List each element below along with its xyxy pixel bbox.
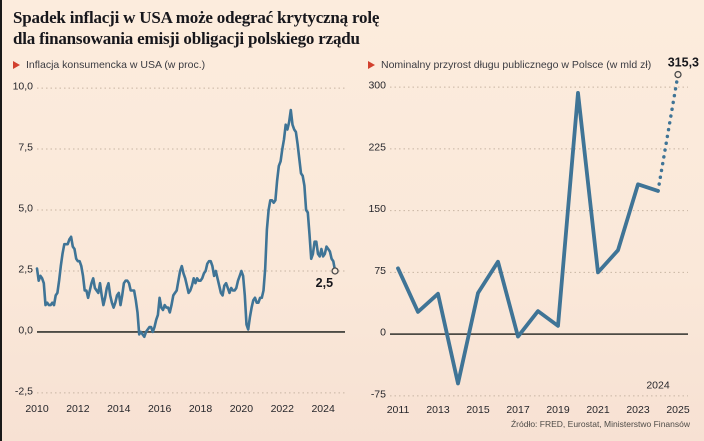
y-tick-label: 0,0: [18, 324, 33, 336]
x-tick-label: 2021: [586, 404, 610, 416]
legend-marker-icon: [368, 61, 375, 69]
legend-us-inflation-label: Inflacja konsumencka w USA (w proc.): [26, 59, 206, 71]
x-tick-label: 2016: [148, 403, 172, 415]
x-tick-label: 2015: [466, 404, 490, 416]
x-tick-label: 2022: [271, 403, 295, 415]
y-tick-label: 5,0: [18, 203, 33, 215]
page-title-line2: dla finansowania emisji obligacji polski…: [13, 29, 360, 48]
page-title: Spadek inflacji w USA może odegrać kryty…: [13, 7, 379, 49]
legend-marker-icon: [13, 61, 20, 69]
x-tick-label: 2014: [107, 403, 131, 415]
legend-poland-debt-label: Nominalny przyrost długu publicznego w P…: [381, 59, 652, 71]
end-value-label: 2,5: [316, 276, 333, 290]
year-annotation: 2024: [646, 379, 670, 391]
x-tick-label: 2018: [189, 403, 213, 415]
x-tick-label: 2024: [311, 403, 335, 415]
y-tick-label: -75: [371, 388, 386, 400]
y-tick-label: 10,0: [13, 81, 34, 93]
x-tick-label: 2010: [25, 403, 49, 415]
end-point-marker: [674, 70, 682, 79]
y-tick-label: 2,5: [18, 263, 33, 275]
x-tick-label: 2025: [666, 404, 690, 416]
projection-line: [656, 72, 680, 193]
x-tick-label: 2023: [626, 404, 650, 416]
page-title-line1: Spadek inflacji w USA może odegrać kryty…: [13, 8, 380, 27]
source-note: Źródło: FRED, Eurostat, Ministerstwo Fin…: [510, 419, 690, 429]
legend-poland-debt: Nominalny przyrost długu publicznego w P…: [368, 59, 651, 71]
y-tick-label: 150: [368, 203, 386, 215]
x-tick-label: 2019: [546, 404, 570, 416]
us-inflation-chart: 10,0 7,5 5,0 2,5 0,0 -2,5 2010 2012 2014 2016 2018…: [13, 81, 345, 415]
x-tick-label: 2012: [66, 403, 90, 415]
y-tick-label: 7,5: [18, 142, 33, 154]
y-tick-label: -2,5: [15, 385, 33, 397]
end-point-marker: [331, 267, 339, 275]
data-line: [396, 91, 660, 386]
x-tick-label: 2020: [230, 403, 254, 415]
end-value-label: 315,3: [668, 56, 699, 70]
y-tick-label: 300: [368, 80, 386, 92]
data-line: [35, 108, 337, 339]
x-tick-label: 2013: [426, 404, 450, 416]
left-accent-bar: [0, 0, 2, 441]
y-tick-label: 0: [380, 327, 386, 339]
legend-us-inflation: Inflacja konsumencka w USA (w proc.): [13, 59, 205, 71]
x-tick-label: 2017: [506, 404, 530, 416]
y-tick-label: 225: [368, 141, 386, 153]
x-tick-label: 2011: [387, 404, 410, 416]
y-tick-label: 75: [374, 265, 386, 277]
